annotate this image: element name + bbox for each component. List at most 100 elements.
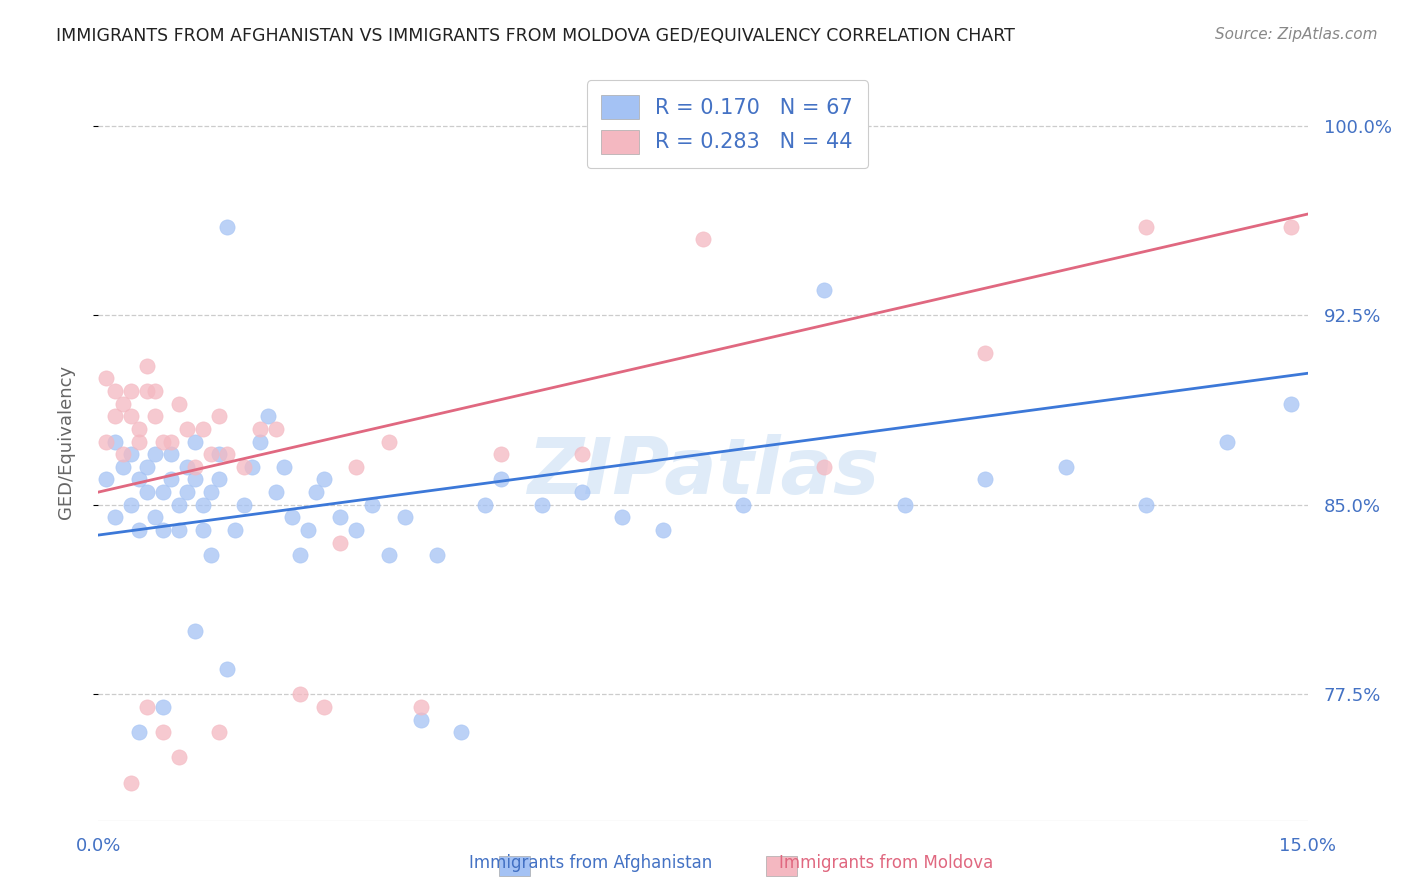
Point	[128, 473, 150, 487]
Point	[409, 700, 432, 714]
Point	[96, 473, 118, 487]
Point	[103, 510, 125, 524]
Point	[288, 549, 311, 563]
Point	[152, 523, 174, 537]
Point	[232, 459, 254, 474]
Point	[314, 700, 336, 714]
Point	[813, 459, 835, 474]
Text: IMMIGRANTS FROM AFGHANISTAN VS IMMIGRANTS FROM MOLDOVA GED/EQUIVALENCY CORRELATI: IMMIGRANTS FROM AFGHANISTAN VS IMMIGRANT…	[56, 27, 1015, 45]
Point	[200, 549, 222, 563]
Point	[224, 523, 246, 537]
Point	[193, 498, 215, 512]
Point	[135, 485, 157, 500]
Point	[208, 473, 231, 487]
Point	[491, 473, 513, 487]
Point	[120, 409, 142, 424]
Point	[184, 473, 207, 487]
Text: Source: ZipAtlas.com: Source: ZipAtlas.com	[1215, 27, 1378, 42]
Point	[160, 434, 183, 449]
Point	[120, 384, 142, 398]
Point	[208, 447, 231, 461]
Point	[128, 434, 150, 449]
Point	[143, 384, 166, 398]
Point	[217, 219, 239, 234]
Point	[152, 725, 174, 739]
Text: ZIPatlas: ZIPatlas	[527, 434, 879, 510]
Point	[120, 447, 142, 461]
Point	[571, 447, 593, 461]
Point	[128, 523, 150, 537]
Point	[256, 409, 278, 424]
Point	[120, 776, 142, 790]
Point	[612, 510, 634, 524]
Point	[813, 283, 835, 297]
Point	[273, 459, 295, 474]
Point	[394, 510, 416, 524]
Point	[1054, 459, 1077, 474]
Point	[974, 473, 997, 487]
Point	[491, 447, 513, 461]
Point	[474, 498, 496, 512]
Point	[184, 459, 207, 474]
Y-axis label: GED/Equivalency: GED/Equivalency	[56, 365, 75, 518]
Point	[176, 459, 198, 474]
Point	[249, 434, 271, 449]
Point	[193, 422, 215, 436]
Point	[314, 473, 336, 487]
Point	[152, 485, 174, 500]
Point	[103, 409, 125, 424]
Point	[135, 359, 157, 373]
Point	[184, 434, 207, 449]
Text: Immigrants from Afghanistan: Immigrants from Afghanistan	[468, 855, 713, 872]
Point	[377, 434, 399, 449]
Point	[208, 725, 231, 739]
Point	[160, 447, 183, 461]
Point	[167, 750, 190, 764]
Point	[135, 459, 157, 474]
Point	[329, 510, 352, 524]
Point	[232, 498, 254, 512]
Point	[297, 523, 319, 537]
Point	[305, 485, 328, 500]
Point	[143, 409, 166, 424]
Point	[143, 447, 166, 461]
Point	[120, 498, 142, 512]
Point	[167, 396, 190, 410]
Point	[200, 447, 222, 461]
Point	[733, 498, 755, 512]
Point	[103, 434, 125, 449]
Point	[409, 713, 432, 727]
Point	[176, 422, 198, 436]
Point	[96, 371, 118, 385]
Point	[184, 624, 207, 638]
Point	[377, 549, 399, 563]
Point	[111, 459, 134, 474]
Point	[193, 523, 215, 537]
Point	[571, 485, 593, 500]
Point	[1281, 396, 1303, 410]
Point	[264, 422, 287, 436]
Point	[281, 510, 304, 524]
Point	[450, 725, 472, 739]
Point	[1135, 498, 1157, 512]
Legend: R = 0.170   N = 67, R = 0.283   N = 44: R = 0.170 N = 67, R = 0.283 N = 44	[586, 80, 868, 169]
Point	[893, 498, 915, 512]
Point	[200, 485, 222, 500]
Point	[530, 498, 553, 512]
Point	[143, 510, 166, 524]
Point	[651, 523, 673, 537]
Point	[288, 687, 311, 701]
Point	[1135, 219, 1157, 234]
Point	[249, 422, 271, 436]
Point	[426, 549, 449, 563]
Point	[160, 473, 183, 487]
Point	[135, 700, 157, 714]
Point	[152, 434, 174, 449]
Point	[152, 700, 174, 714]
Point	[1216, 434, 1239, 449]
Point	[344, 523, 367, 537]
Point	[974, 346, 997, 360]
Point	[361, 498, 384, 512]
Point	[167, 498, 190, 512]
Point	[176, 485, 198, 500]
